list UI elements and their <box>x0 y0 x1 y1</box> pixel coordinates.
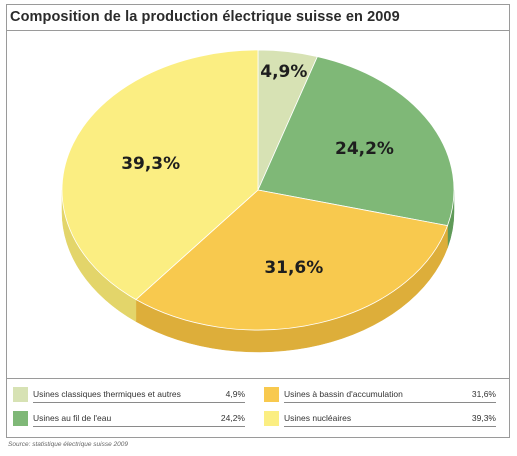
legend-label: Usines à bassin d'accumulation <box>284 389 403 399</box>
legend-item-nucleaire: Usines nucléaires 39,3% <box>264 410 496 428</box>
legend-item-thermique: Usines classiques thermiques et autres 4… <box>13 386 245 404</box>
legend-value: 24,2% <box>220 413 245 423</box>
legend-swatch <box>13 387 28 402</box>
legend-swatch <box>13 411 28 426</box>
pie-label-0: 4,9% <box>260 62 307 82</box>
legend-label: Usines nucléaires <box>284 413 352 423</box>
legend-swatch <box>264 387 279 402</box>
legend-value: 31,6% <box>471 389 496 399</box>
pie-chart: 4,9% 24,2% 31,6% 39,3% <box>61 49 455 353</box>
pie-slice-2 <box>135 189 449 331</box>
pie-label-2: 31,6% <box>264 258 323 278</box>
pie-label-3: 39,3% <box>121 154 180 174</box>
pie-label-1: 24,2% <box>335 139 394 159</box>
legend-item-accumulation: Usines à bassin d'accumulation 31,6% <box>264 386 496 404</box>
source-note: Source: statistique électrique suisse 20… <box>8 441 128 448</box>
legend-value: 4,9% <box>225 389 245 399</box>
title-divider <box>6 30 510 31</box>
legend-item-fil-eau: Usines au fil de l'eau 24,2% <box>13 410 245 428</box>
legend-label: Usines au fil de l'eau <box>33 413 112 423</box>
legend-divider <box>6 378 510 379</box>
legend-value: 39,3% <box>471 413 496 423</box>
pie-slice-3 <box>61 49 259 301</box>
legend-swatch <box>264 411 279 426</box>
chart-title: Composition de la production électrique … <box>10 9 400 25</box>
legend-label: Usines classiques thermiques et autres <box>33 389 181 399</box>
pie-slice-1 <box>257 56 455 227</box>
